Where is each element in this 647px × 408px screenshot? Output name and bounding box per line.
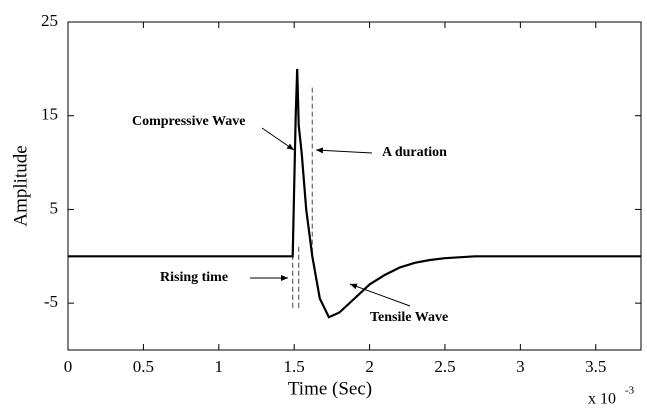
- y-tick-label: 25: [41, 11, 58, 30]
- x-multiplier-exponent: -3: [625, 385, 635, 397]
- x-tick-label: 3: [516, 357, 525, 376]
- x-tick-label: 1.5: [284, 357, 305, 376]
- x-tick-label: 1: [215, 357, 224, 376]
- y-tick-label: 5: [50, 198, 59, 217]
- x-tick-label: 0: [64, 357, 73, 376]
- annotation-arrow: [315, 147, 373, 154]
- annotation-arrow: [349, 283, 411, 307]
- signal-line: [68, 68, 641, 319]
- annotation: Compressive Wave: [132, 114, 245, 129]
- y-tick-label: 15: [41, 105, 58, 124]
- annotation: A duration: [382, 145, 447, 160]
- annotation-arrow: [261, 127, 295, 151]
- plot-frame: [67, 21, 642, 351]
- x-axis-label: Time (Sec): [288, 378, 372, 399]
- y-tick-label: -5: [44, 292, 58, 311]
- annotation: Rising time: [160, 270, 228, 285]
- x-multiplier: x 10: [588, 391, 616, 408]
- y-axis-label: Amplitude: [10, 145, 31, 226]
- x-tick-label: 3.5: [585, 357, 606, 376]
- annotation: Tensile Wave: [370, 310, 448, 325]
- x-tick-label: 0.5: [133, 357, 154, 376]
- x-tick-label: 2.5: [434, 357, 455, 376]
- x-tick-label: 2: [365, 357, 374, 376]
